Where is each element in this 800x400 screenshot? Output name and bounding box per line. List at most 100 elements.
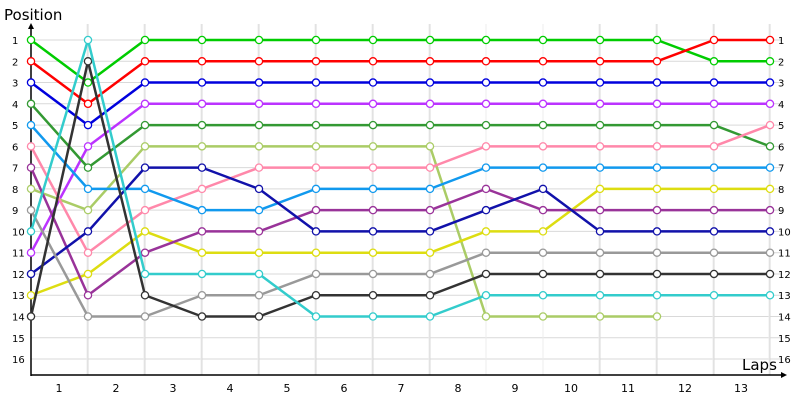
data-point [425, 184, 435, 194]
x-tick-label: 11 [621, 382, 635, 395]
data-point [311, 57, 321, 66]
data-point [140, 248, 150, 257]
data-point [425, 227, 435, 236]
data-point [652, 184, 662, 194]
data-point [368, 120, 378, 130]
data-point [26, 163, 36, 172]
data-point [140, 120, 150, 130]
data-point [26, 142, 36, 151]
data-point [197, 163, 207, 172]
data-point [197, 248, 207, 257]
data-point [83, 184, 93, 194]
data-point [368, 99, 378, 109]
data-point [311, 184, 321, 194]
data-point [425, 248, 435, 257]
data-point [311, 120, 321, 130]
data-point [595, 184, 605, 194]
data-point [652, 78, 662, 87]
data-point [26, 227, 36, 236]
series-line [30, 187, 770, 297]
data-point [425, 57, 435, 66]
data-point [652, 99, 662, 109]
data-point [538, 248, 548, 257]
data-point [709, 205, 719, 215]
data-point [26, 57, 36, 66]
series-10 [26, 163, 775, 300]
data-point [140, 269, 150, 279]
series-9 [26, 184, 775, 300]
data-point [197, 184, 207, 194]
y-tick-label-left: 5 [12, 121, 18, 132]
series-line [30, 166, 770, 275]
y-tick-label-right: 15 [778, 334, 791, 345]
data-point [595, 269, 605, 279]
series-12 [26, 205, 775, 321]
series-11 [26, 163, 775, 279]
data-point [765, 57, 775, 66]
data-point [538, 35, 548, 45]
data-point [311, 227, 321, 236]
data-point [765, 205, 775, 215]
data-point [254, 312, 264, 321]
data-point [26, 312, 36, 321]
data-point [311, 99, 321, 109]
data-point [254, 142, 264, 151]
data-point [652, 269, 662, 279]
data-point [254, 120, 264, 130]
data-point [140, 142, 150, 151]
data-point [83, 290, 93, 300]
data-point [26, 78, 36, 87]
data-point [83, 35, 93, 45]
data-point [254, 163, 264, 172]
data-point [425, 205, 435, 215]
y-tick-label-left: 2 [12, 57, 18, 68]
series-line [29, 209, 770, 318]
data-point [595, 78, 605, 87]
data-point [765, 227, 775, 236]
data-point [311, 269, 321, 279]
data-point [538, 184, 548, 194]
data-point [83, 120, 93, 130]
data-point [709, 227, 719, 236]
data-point [254, 78, 264, 87]
x-tick-label: 13 [734, 382, 748, 395]
data-point [595, 142, 605, 151]
series-8 [26, 120, 775, 215]
data-point [595, 312, 605, 321]
data-point [311, 312, 321, 321]
y-axis-arrow [28, 23, 34, 29]
data-point [368, 78, 378, 87]
data-point [254, 290, 264, 300]
data-point [254, 227, 264, 236]
data-point [765, 78, 775, 87]
data-point [765, 35, 775, 45]
y-tick-label-right: 12 [778, 270, 791, 281]
y-tick-label-left: 16 [12, 355, 25, 366]
data-point [481, 269, 491, 279]
y-tick-label-left: 6 [12, 142, 18, 153]
x-tick-label: 12 [678, 382, 692, 395]
y-tick-label-right: 4 [778, 100, 784, 111]
y-tick-label-left: 3 [12, 79, 18, 90]
data-point [765, 142, 775, 151]
y-tick-label-left: 13 [12, 291, 25, 302]
data-point [481, 35, 491, 45]
data-point [140, 78, 150, 87]
data-point [83, 205, 93, 215]
data-point [652, 120, 662, 130]
data-point [254, 35, 264, 45]
data-point [538, 312, 548, 321]
data-point [481, 227, 491, 236]
data-point [254, 205, 264, 215]
data-point [311, 205, 321, 215]
y-tick-label-left: 11 [12, 249, 25, 260]
series-7 [26, 120, 775, 257]
data-point [311, 78, 321, 87]
data-point [368, 142, 378, 151]
data-point [765, 248, 775, 257]
data-point [595, 35, 605, 45]
data-point [595, 120, 605, 130]
data-point [481, 205, 491, 215]
y-tick-label-right: 2 [778, 57, 784, 68]
data-point [83, 99, 93, 109]
